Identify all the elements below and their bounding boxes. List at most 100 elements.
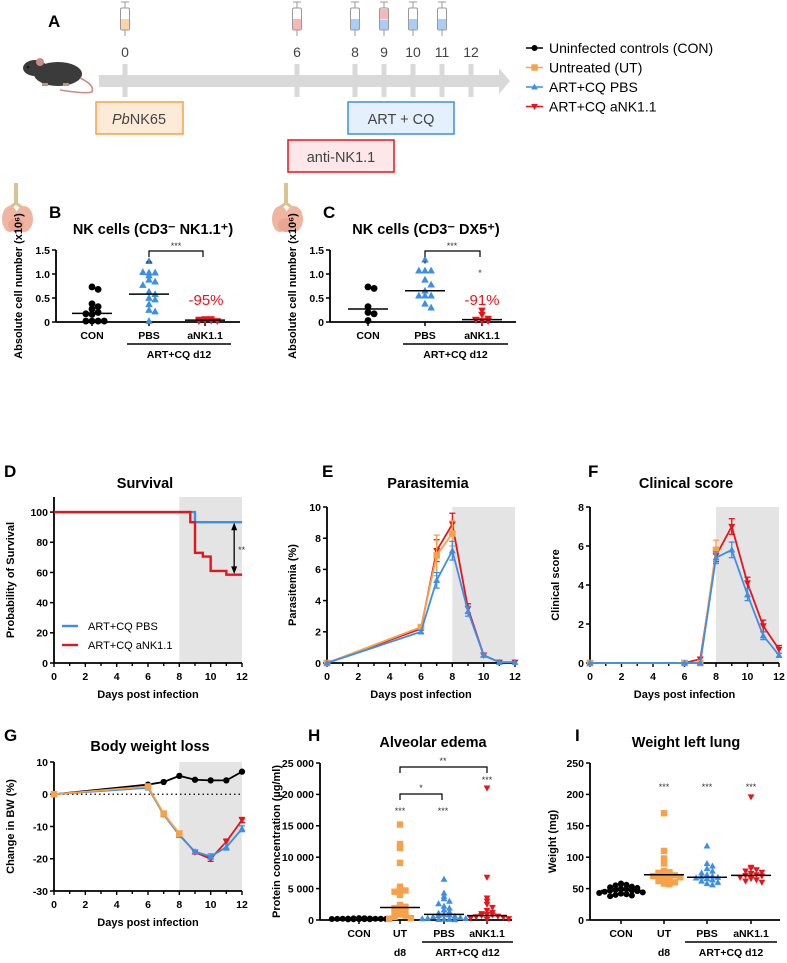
data-point-pbs (446, 908, 453, 915)
data-point (448, 547, 456, 554)
series-art-cq-ank1-1 (54, 510, 242, 576)
chart-e-parasitemia: Parasitemia 0 2 4 6 8 10 Parasitemia (%) 0 2 4 6 8 10… (287, 476, 521, 701)
data-point-pbs (421, 299, 429, 307)
series-art-cq-pbs (323, 540, 519, 666)
data-point-ank1.1 (742, 878, 749, 885)
day-label: 0 (121, 44, 129, 60)
series-line (53, 785, 181, 835)
data-point-con (94, 285, 102, 293)
x-tick-label: CON (609, 928, 632, 940)
group-label: ART+CQ d12 (435, 947, 500, 959)
data-point (50, 790, 58, 798)
y-tick-label: 10 (36, 757, 48, 769)
treatment-box (347, 101, 455, 135)
data-point (744, 591, 751, 598)
legend: Uninfected controls (CON) Untreated (UT) A… (526, 40, 713, 115)
y-tick-label: 4 (578, 580, 584, 592)
chart-b-nk-cells-nk11: NK cells (CD3⁻ NK1.1⁺) 0 0.5 1.0 1.5 Absolute… (13, 213, 240, 361)
significance-bracket (424, 250, 481, 257)
chart-h-alveolar-edema: Alveolar edema 0 5 000 10 000 15 000 20 000 25… (271, 735, 513, 959)
data-point-con (100, 317, 108, 325)
data-point-con (88, 300, 96, 308)
data-point-ut (396, 891, 404, 899)
legend-marker (531, 83, 538, 90)
x-tick-label: 10 (205, 899, 217, 911)
data-point-pbs (440, 902, 448, 909)
legend-marker (531, 64, 538, 71)
y-tick-label: 100 (566, 852, 584, 864)
data-point-con (370, 310, 378, 318)
panel-letter-e: E (322, 462, 333, 481)
data-point-con (88, 283, 96, 291)
data-point-pbs (446, 897, 453, 904)
data-point-pbs (451, 916, 459, 923)
y-axis-label: Clinical score (550, 549, 562, 621)
y-tick-label: 25 000 (282, 758, 314, 770)
x-tick-label: 10 (205, 671, 217, 683)
significance-bracket (399, 766, 488, 773)
x-tick-label: 8 (176, 671, 182, 683)
panel-letter-a: A (48, 12, 60, 31)
data-point (511, 658, 519, 665)
data-point-ut (391, 888, 398, 895)
syringe-fill (121, 19, 129, 30)
data-point-pbs (151, 307, 159, 315)
x-tick-label: 12 (773, 671, 785, 683)
panel-a-timeline: A 0 6 8 9 10 11 12 PbNK65 ART + CQ anti-NK1.1 (23, 1, 510, 173)
y-axis-label: Protein concentration (µg/ml) (271, 765, 283, 918)
y-tick-label: 1.0 (35, 269, 50, 281)
data-point-ank1.1 (483, 874, 491, 881)
data-point-pbs (139, 281, 147, 288)
data-point-ut (660, 870, 668, 877)
data-point (191, 776, 199, 783)
syringe-icon (437, 1, 447, 36)
syringe-icon (292, 1, 302, 36)
significance-stars: ** (145, 259, 153, 269)
data-point-con (88, 305, 96, 313)
data-point-con (94, 303, 102, 311)
chart-title: Clinical score (639, 476, 733, 492)
data-point-pbs (435, 912, 442, 919)
day-label: 6 (293, 44, 301, 60)
x-sublabel: d8 (394, 947, 406, 959)
data-point-con (88, 317, 96, 325)
x-tick-label: PBS (414, 330, 436, 342)
data-point-con (623, 891, 630, 898)
data-point-ut (391, 913, 398, 921)
data-point (191, 848, 199, 855)
data-point-pbs (145, 317, 153, 324)
data-point-ut (396, 901, 404, 909)
significance-stars: * (423, 259, 427, 269)
data-point (495, 658, 503, 665)
significance-stars: *** (171, 241, 182, 251)
data-point-pbs (415, 266, 423, 274)
data-point-ank1.1 (489, 904, 496, 911)
data-point-ank1.1 (478, 311, 486, 319)
treatment-label: ART + CQ (368, 112, 435, 128)
x-tick-label: 12 (509, 671, 521, 683)
x-tick-label: CON (347, 928, 370, 940)
data-point-con (617, 890, 625, 897)
arrowhead-down (231, 566, 238, 574)
chart-f-clinical-score: Clinical score 0 2 4 6 8 Clinical score 0 2 4 6 8 10… (550, 476, 785, 701)
chart-title: NK cells (CD3⁻ NK1.1⁺) (73, 222, 234, 238)
data-point-ut (666, 881, 673, 888)
data-point-ut (396, 859, 404, 867)
series-line (326, 548, 515, 664)
data-point-ut (396, 821, 404, 828)
syringe-fill (380, 19, 388, 30)
legend-marker (531, 103, 538, 111)
y-tick-label: -20 (33, 854, 48, 866)
timeline-tick (410, 64, 416, 97)
series-untreated-ut- (50, 783, 183, 837)
data-point (160, 810, 167, 817)
data-point (775, 651, 783, 658)
y-tick-label: 2 (578, 619, 584, 631)
data-point-ut (660, 847, 668, 855)
x-tick-label: aNK1.1 (469, 928, 505, 940)
chart-title: NK cells (CD3⁻ DX5⁺) (352, 222, 500, 238)
data-point-pbs (427, 291, 435, 299)
group-label: ART+CQ d12 (423, 349, 488, 361)
chart-title: Parasitemia (387, 476, 469, 492)
